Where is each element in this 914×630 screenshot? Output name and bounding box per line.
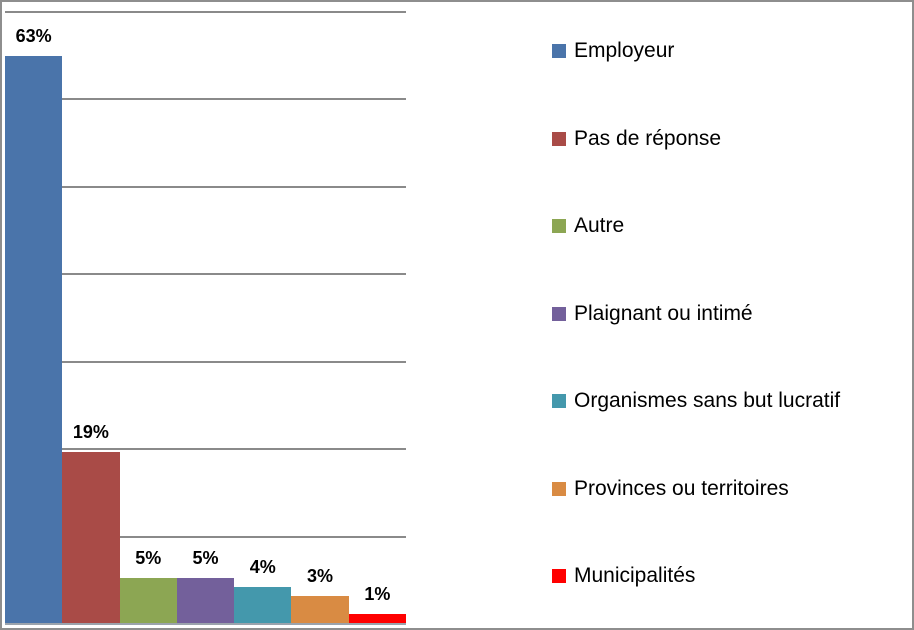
bar-3: [119, 578, 177, 623]
bar-data-label: 1%: [364, 584, 391, 604]
legend-swatch-icon: [552, 394, 566, 409]
legend-item: Autre: [552, 213, 624, 239]
legend-item: Municipalités: [552, 563, 695, 589]
legend-item: Employeur: [552, 38, 674, 64]
legend-item: Provinces ou territoires: [552, 476, 789, 502]
gridline: [5, 273, 406, 276]
bar-1: [5, 56, 63, 623]
legend-label: Pas de réponse: [574, 126, 722, 150]
legend-item: Pas de réponse: [552, 126, 721, 152]
bar-data-label: 5%: [135, 548, 162, 568]
legend-label: Autre: [574, 214, 625, 238]
legend-swatch-icon: [552, 481, 566, 496]
legend-label: Municipalités: [574, 564, 696, 588]
legend-swatch-icon: [552, 569, 566, 584]
bar-data-label: 5%: [192, 548, 219, 568]
chart-legend: Employeur Pas de réponse Autre Plaignant ou…: [552, 0, 908, 630]
legend-swatch-icon: [552, 306, 566, 321]
bar-2: [62, 452, 120, 623]
legend-label: Employeur: [574, 39, 675, 62]
bar-6: [291, 596, 349, 623]
bar-data-label: 3%: [307, 566, 334, 586]
legend-swatch-icon: [552, 131, 566, 146]
legend-swatch-icon: [552, 44, 566, 58]
gridline: [5, 98, 406, 101]
legend-item: Plaignant ou intimé: [552, 301, 753, 327]
gridline: [5, 535, 406, 538]
bar-7: [348, 614, 406, 623]
bar-data-label: 4%: [249, 557, 276, 577]
bar-data-label: 63%: [15, 26, 52, 46]
legend-swatch-icon: [552, 219, 566, 234]
legend-label: Provinces ou territoires: [574, 476, 789, 500]
gridline: [5, 360, 406, 363]
x-axis-line: [5, 623, 406, 625]
gridline: [5, 448, 406, 451]
legend-item: Organismes sans but lucratif: [552, 388, 840, 414]
gridline: [5, 185, 406, 188]
legend-label: Organismes sans but lucratif: [574, 389, 841, 413]
bar-data-label: 19%: [72, 422, 109, 442]
legend-label: Plaignant ou intimé: [574, 301, 753, 325]
gridline: [5, 11, 406, 13]
bar-4: [176, 578, 235, 623]
bar-5: [234, 587, 292, 623]
